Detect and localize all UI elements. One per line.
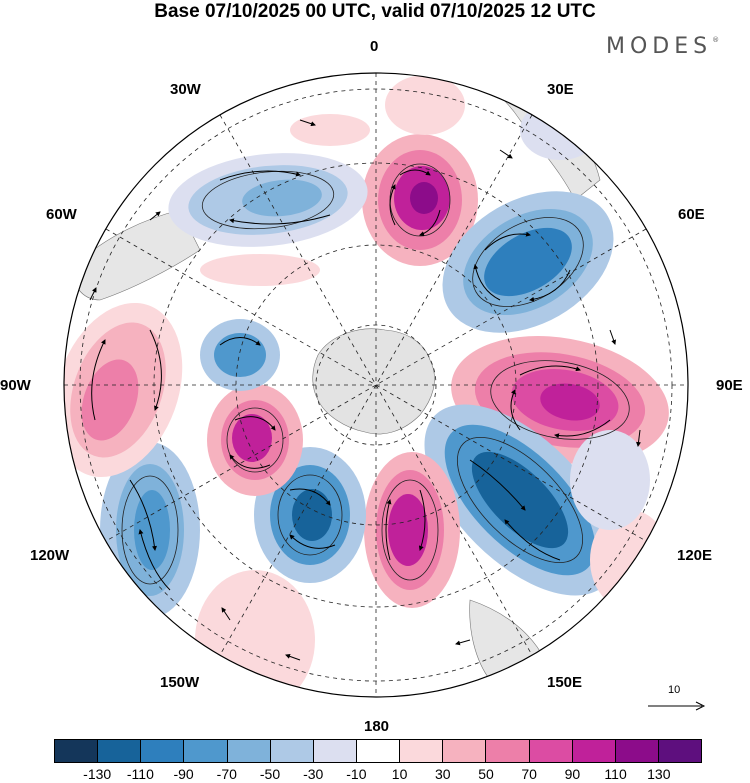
colorbar-swatch (572, 740, 616, 762)
colorbar-tick-label: -110 (126, 766, 154, 782)
lon-label-120w: 120W (30, 547, 70, 564)
colorbar-swatch (400, 740, 444, 762)
colorbar-tick-label: 90 (564, 766, 581, 782)
reference-arrow-icon (648, 701, 706, 711)
colorbar-ticks: -130 -110 -90 -70 -50 -30 -10 10 30 50 70 90 110 130 (54, 766, 702, 782)
colorbar-tick-label: -90 (173, 766, 194, 782)
colorbar-swatch (443, 740, 487, 762)
colorbar-swatch (529, 740, 573, 762)
lon-label-30e: 30E (547, 81, 574, 98)
colorbar-swatch (486, 740, 530, 762)
lon-label-150e: 150E (547, 674, 583, 691)
graticule (64, 73, 688, 697)
lon-label-0: 0 (370, 38, 379, 55)
lon-label-30w: 30W (170, 81, 201, 98)
colorbar-tick-label: -70 (216, 766, 237, 782)
colorbar-swatch (55, 740, 99, 762)
colorbar-swatch (141, 740, 185, 762)
colorbar-tick-label: 70 (521, 766, 537, 782)
reference-vector-label: 10 (668, 684, 681, 696)
colorbar-swatch (615, 740, 659, 762)
colorbar (54, 739, 702, 763)
colorbar-swatch (356, 740, 401, 762)
colorbar-tick-label: 110 (604, 766, 627, 782)
colorbar-tick-label: -10 (346, 766, 367, 782)
colorbar-swatch (313, 740, 357, 762)
lon-label-180: 180 (364, 718, 390, 735)
colorbar-tick-label: 130 (647, 766, 671, 782)
lon-label-60e: 60E (678, 206, 705, 223)
lon-label-60w: 60W (46, 206, 77, 223)
lon-label-150w: 150W (160, 674, 200, 691)
colorbar-swatch (184, 740, 228, 762)
anomaly-fills (64, 75, 670, 697)
lon-label-90w: 90W (0, 377, 31, 394)
colorbar-tick-label: -130 (83, 766, 112, 782)
colorbar-swatch (227, 740, 271, 762)
lon-label-90e: 90E (716, 377, 743, 394)
colorbar-swatch (98, 740, 142, 762)
colorbar-swatch (270, 740, 314, 762)
colorbar-swatch (658, 740, 702, 762)
reference-vector: 10 (646, 684, 708, 714)
colorbar-tick-label: -30 (303, 766, 324, 782)
colorbar-tick-label: -50 (259, 766, 281, 782)
colorbar-tick-label: 30 (435, 766, 451, 782)
colorbar-tick-label: 50 (478, 766, 494, 782)
map-title: Base 07/10/2025 00 UTC, valid 07/10/2025… (154, 1, 596, 22)
lon-label-120e: 120E (677, 547, 713, 564)
colorbar-tick-label: 10 (391, 766, 408, 782)
brand-logo: MODES® (606, 34, 720, 59)
wind-vectors (89, 119, 641, 661)
